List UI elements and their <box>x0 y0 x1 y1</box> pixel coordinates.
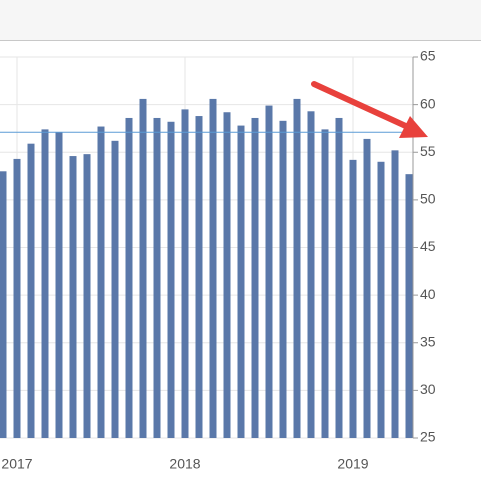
y-tick-label: 40 <box>420 286 436 302</box>
bar <box>335 117 343 439</box>
bar <box>181 109 189 438</box>
bar <box>55 132 63 438</box>
arrow-head <box>399 116 428 138</box>
bar <box>265 105 273 438</box>
bar <box>251 117 259 439</box>
bar <box>139 98 147 438</box>
bar <box>83 154 91 438</box>
bar <box>13 158 21 439</box>
bar <box>27 143 35 439</box>
annotation-arrow <box>311 81 428 138</box>
y-tick-label: 25 <box>420 429 436 445</box>
y-tick-label: 30 <box>420 381 436 397</box>
bar <box>111 140 119 438</box>
bar <box>307 111 315 438</box>
bar <box>363 138 371 439</box>
x-tick-label: 2019 <box>337 456 368 472</box>
y-tick-label: 60 <box>420 95 436 111</box>
bar <box>97 126 105 438</box>
bar <box>293 98 301 438</box>
x-tick-label: 2017 <box>1 456 32 472</box>
bar <box>195 116 203 439</box>
bar <box>237 125 245 438</box>
bar <box>69 156 77 438</box>
y-tick-label: 65 <box>420 48 436 64</box>
bar <box>377 161 385 438</box>
y-tick-label: 45 <box>420 238 436 254</box>
y-tick-label: 55 <box>420 143 436 159</box>
bar <box>349 159 357 438</box>
plot: 25 30 35 40 45 50 55 60 65 2017 2018 2019 <box>0 48 436 472</box>
bar <box>223 112 231 439</box>
bar <box>405 174 413 438</box>
bar <box>321 129 329 438</box>
toolbar <box>0 0 481 40</box>
bar <box>167 121 175 439</box>
y-tick-label: 35 <box>420 333 436 349</box>
bar <box>209 98 217 438</box>
bar <box>0 171 7 439</box>
y-tick-label: 50 <box>420 191 436 207</box>
bar <box>153 117 161 439</box>
bar <box>41 129 49 438</box>
bar <box>125 117 133 439</box>
x-tick-label: 2018 <box>169 456 200 472</box>
bar <box>279 120 287 438</box>
arrow-shaft <box>311 81 413 131</box>
bar <box>391 150 399 438</box>
